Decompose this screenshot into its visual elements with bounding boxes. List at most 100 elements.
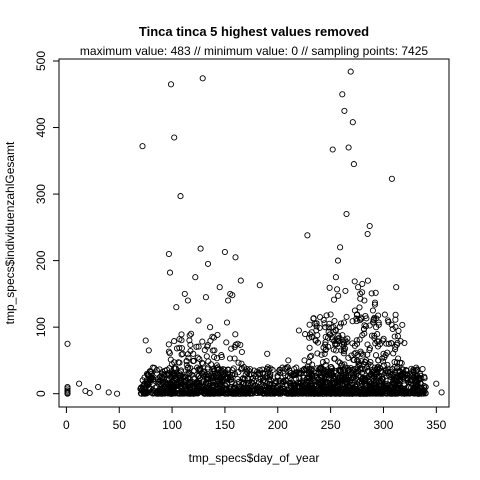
data-point <box>375 357 382 364</box>
data-point <box>351 366 358 373</box>
data-point <box>259 374 266 381</box>
data-point <box>194 354 201 361</box>
data-point <box>419 365 426 373</box>
data-point <box>351 342 358 349</box>
data-point <box>390 390 398 397</box>
data-point <box>157 378 164 385</box>
data-point <box>221 248 228 256</box>
data-point <box>375 319 382 326</box>
data-point <box>167 356 174 363</box>
data-point <box>312 373 319 380</box>
data-point <box>362 323 369 330</box>
y-tick-label: 200 <box>34 250 48 270</box>
data-point <box>178 351 185 358</box>
data-point <box>226 377 233 384</box>
data-point <box>399 321 406 328</box>
x-tick-label: 50 <box>113 418 127 432</box>
data-point <box>309 361 316 368</box>
data-point <box>335 292 342 299</box>
data-point <box>364 277 371 284</box>
data-point <box>166 350 173 357</box>
data-point <box>401 370 408 377</box>
data-point <box>143 377 150 384</box>
data-point <box>385 340 392 347</box>
data-point <box>189 379 196 386</box>
data-point <box>229 367 236 374</box>
data-point <box>331 317 338 325</box>
data-point <box>345 144 352 151</box>
data-point <box>236 388 243 395</box>
data-point <box>225 297 232 304</box>
data-point <box>308 352 315 359</box>
data-point <box>413 390 421 397</box>
data-point <box>302 381 309 388</box>
data-point <box>393 359 400 366</box>
data-point <box>195 366 202 373</box>
data-point <box>199 75 206 82</box>
data-point <box>389 325 396 333</box>
data-point <box>114 390 121 397</box>
data-point <box>240 385 247 392</box>
data-point <box>277 380 284 387</box>
data-point <box>207 337 214 344</box>
data-point <box>186 337 193 344</box>
data-point <box>334 286 341 293</box>
data-point <box>361 359 369 366</box>
data-point <box>416 384 423 391</box>
data-point <box>145 347 152 354</box>
data-point <box>202 382 209 389</box>
data-point <box>165 348 172 355</box>
data-point <box>385 319 392 326</box>
x-axis: 0 50 100 150 200 250 300 350 <box>63 406 447 432</box>
data-point <box>216 284 223 291</box>
data-point <box>235 379 242 386</box>
data-point <box>383 390 390 397</box>
data-point <box>274 374 281 381</box>
data-point <box>178 367 185 374</box>
data-point <box>250 387 257 394</box>
data-point <box>238 378 245 386</box>
data-point <box>349 119 356 126</box>
data-point <box>306 344 313 351</box>
data-point <box>138 390 145 397</box>
data-point <box>395 355 402 362</box>
data-point <box>147 376 154 383</box>
data-point <box>368 290 375 297</box>
data-point <box>329 146 336 153</box>
data-point <box>250 385 257 392</box>
data-point <box>373 384 381 391</box>
data-point <box>341 369 348 376</box>
data-point <box>200 368 207 375</box>
data-point <box>199 360 206 367</box>
data-point <box>185 354 192 361</box>
data-point <box>322 346 329 353</box>
data-point <box>395 386 402 393</box>
data-point <box>284 364 291 371</box>
data-point <box>261 390 268 397</box>
data-point <box>343 313 350 320</box>
data-point <box>327 311 334 318</box>
data-point <box>416 376 423 383</box>
data-point <box>396 378 403 385</box>
data-point <box>372 352 380 359</box>
y-tick-label: 500 <box>34 51 48 71</box>
data-point <box>282 377 289 384</box>
data-point <box>166 376 173 383</box>
data-point <box>225 370 232 377</box>
data-point <box>285 357 292 364</box>
data-point <box>267 365 274 372</box>
data-point <box>177 193 184 200</box>
data-point <box>219 388 227 395</box>
data-point <box>204 343 211 350</box>
data-point <box>407 380 415 387</box>
data-point <box>322 386 330 393</box>
data-point <box>228 345 235 352</box>
data-point <box>410 367 417 374</box>
data-point <box>303 384 310 391</box>
data-point <box>345 354 352 361</box>
data-point <box>392 316 399 323</box>
data-point <box>397 338 404 345</box>
data-point <box>322 361 329 368</box>
data-point <box>391 358 398 366</box>
data-point <box>338 361 346 368</box>
